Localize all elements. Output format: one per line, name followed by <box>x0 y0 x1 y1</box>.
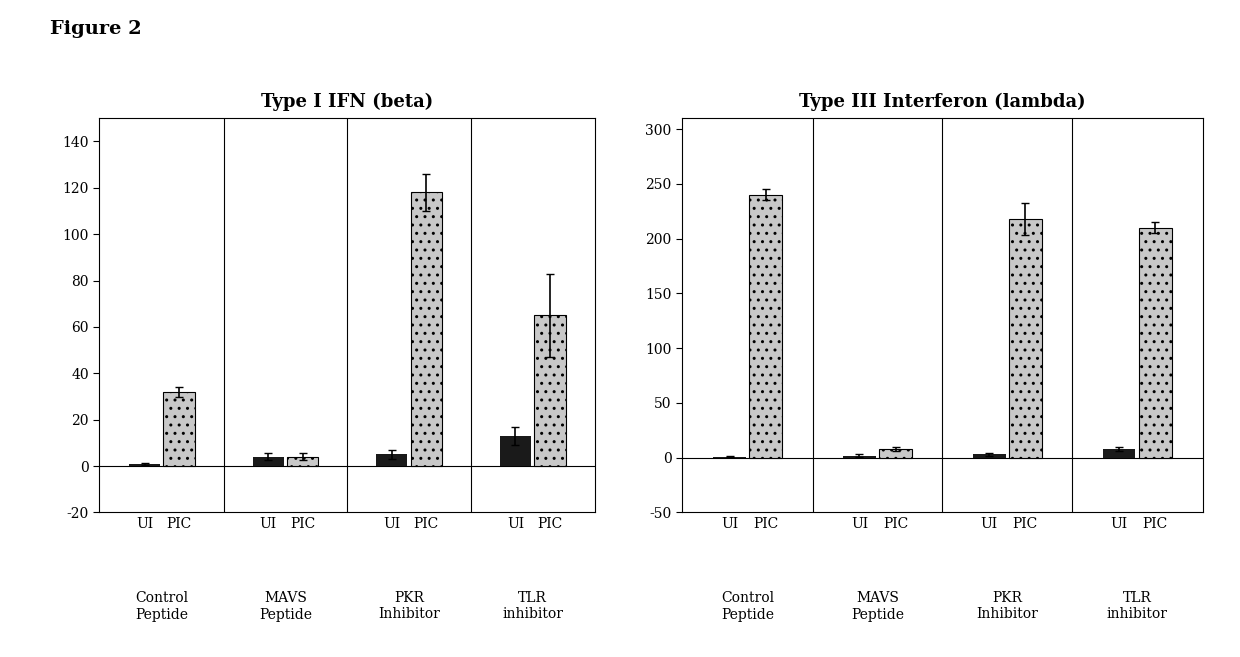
Bar <box>1009 219 1042 458</box>
Text: Figure 2: Figure 2 <box>50 20 141 37</box>
Bar <box>286 457 319 466</box>
Bar <box>253 457 284 466</box>
Text: TLR
inhibitor: TLR inhibitor <box>502 591 563 622</box>
Bar <box>1138 228 1172 458</box>
Bar <box>749 195 782 458</box>
Bar <box>129 464 160 466</box>
Bar <box>713 457 746 458</box>
Bar <box>1102 449 1136 458</box>
Bar <box>500 436 531 466</box>
Text: MAVS
Peptide: MAVS Peptide <box>851 591 904 622</box>
Bar <box>879 449 913 458</box>
Text: Control
Peptide: Control Peptide <box>722 591 774 622</box>
Text: TLR
inhibitor: TLR inhibitor <box>1106 591 1168 622</box>
Bar <box>534 315 565 466</box>
Bar <box>972 455 1006 458</box>
Bar <box>843 455 875 458</box>
Bar <box>410 193 441 466</box>
Bar <box>164 392 195 466</box>
Bar <box>376 455 408 466</box>
Text: PKR
Inhibitor: PKR Inhibitor <box>976 591 1038 622</box>
Title: Type I IFN (beta): Type I IFN (beta) <box>262 93 433 111</box>
Text: PKR
Inhibitor: PKR Inhibitor <box>378 591 440 622</box>
Text: MAVS
Peptide: MAVS Peptide <box>259 591 312 622</box>
Text: Control
Peptide: Control Peptide <box>135 591 188 622</box>
Title: Type III Interferon (lambda): Type III Interferon (lambda) <box>799 93 1086 111</box>
